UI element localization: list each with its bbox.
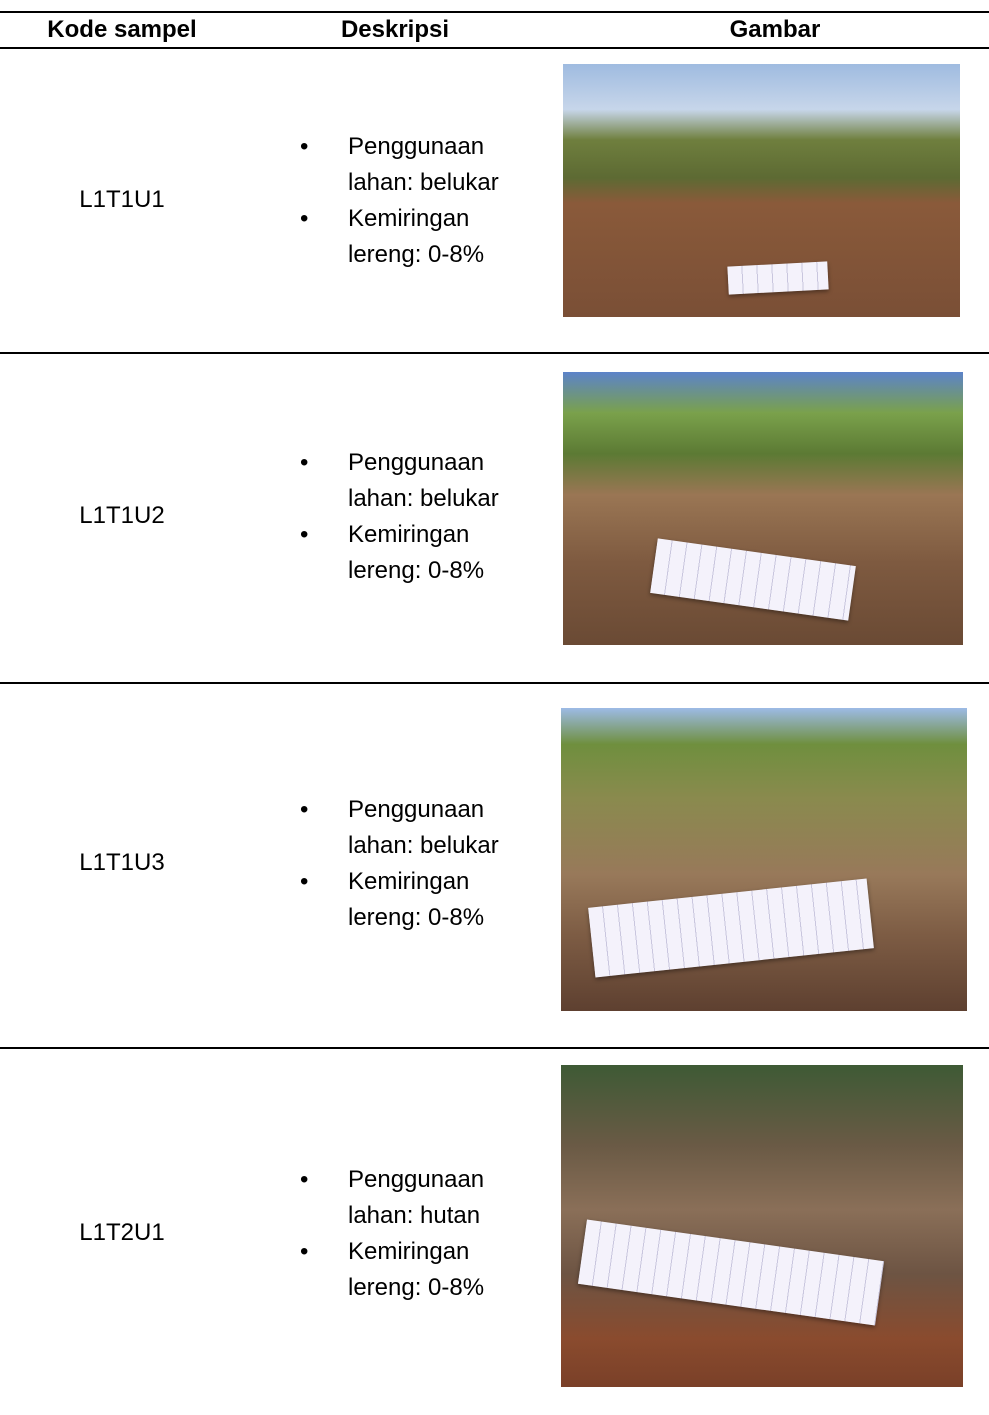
- description-item: Kemiringan lereng: 0-8%: [296, 1234, 528, 1306]
- sample-code: L1T1U1: [79, 186, 165, 213]
- sample-label-paper: [588, 878, 874, 978]
- description-list: Penggunaan lahan: belukarKemiringan lere…: [296, 129, 536, 273]
- column-header: Gambar: [729, 16, 821, 43]
- sample-code: L1T1U2: [79, 502, 165, 529]
- sample-label-paper: [650, 538, 856, 621]
- sample-photo: [561, 1065, 963, 1387]
- sample-label-paper: [577, 1219, 885, 1326]
- description-list: Penggunaan lahan: belukarKemiringan lere…: [296, 792, 536, 936]
- description-item: Kemiringan lereng: 0-8%: [296, 517, 528, 589]
- description-list: Penggunaan lahan: hutanKemiringan lereng…: [296, 1162, 536, 1306]
- table-top-rule: [0, 11, 989, 13]
- row-rule: [0, 352, 989, 354]
- sample-photo: [563, 372, 963, 645]
- description-item: Penggunaan lahan: belukar: [296, 792, 528, 864]
- sample-code: L1T1U3: [79, 849, 165, 876]
- description-item: Penggunaan lahan: belukar: [296, 129, 528, 201]
- sample-photo: [563, 64, 960, 317]
- description-item: Kemiringan lereng: 0-8%: [296, 864, 528, 936]
- row-rule: [0, 682, 989, 684]
- description-item: Kemiringan lereng: 0-8%: [296, 201, 528, 273]
- column-header: Deskripsi: [340, 16, 450, 43]
- description-list: Penggunaan lahan: belukarKemiringan lere…: [296, 445, 536, 589]
- description-item: Penggunaan lahan: belukar: [296, 445, 528, 517]
- description-item: Penggunaan lahan: hutan: [296, 1162, 528, 1234]
- column-header: Kode sampel: [47, 16, 197, 43]
- sample-label-paper: [727, 261, 829, 295]
- row-rule: [0, 1047, 989, 1049]
- sample-code: L1T2U1: [79, 1219, 165, 1246]
- header-rule: [0, 47, 989, 49]
- sample-photo: [561, 708, 967, 1011]
